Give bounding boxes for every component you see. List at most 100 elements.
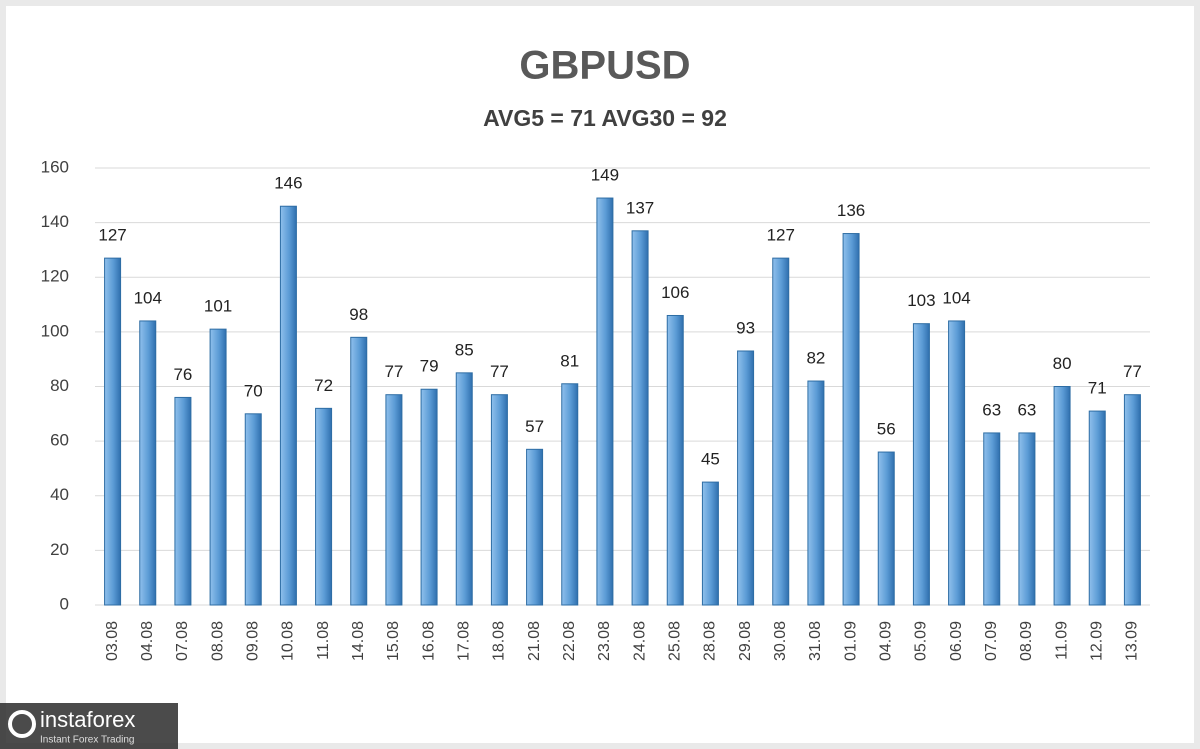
bar (1053, 386, 1071, 606)
value-label: 76 (173, 365, 192, 384)
value-label: 63 (982, 400, 1001, 419)
x-tick-label: 05.09 (913, 621, 930, 661)
bar (842, 233, 860, 606)
bar (209, 328, 227, 606)
y-tick-label: 80 (50, 376, 69, 395)
bar (737, 350, 755, 606)
value-label: 136 (837, 201, 865, 220)
value-label: 72 (314, 376, 333, 395)
value-label: 98 (349, 305, 368, 324)
bar (139, 320, 157, 606)
x-tick-label: 06.09 (948, 621, 965, 661)
x-tick-label: 07.09 (983, 621, 1000, 661)
chart-title: GBPUSD (519, 44, 690, 88)
bar (244, 413, 262, 606)
x-tick-label: 11.09 (1053, 621, 1070, 660)
watermark-name: instaforex (40, 707, 135, 732)
value-label: 149 (591, 166, 619, 185)
value-label: 103 (907, 291, 935, 310)
bar (807, 380, 825, 606)
watermark: instaforex Instant Forex Trading (0, 703, 178, 749)
x-tick-label: 15.08 (385, 621, 402, 661)
value-label: 70 (244, 381, 263, 400)
value-label: 101 (204, 297, 232, 316)
y-tick-label: 40 (50, 485, 69, 504)
value-label: 56 (877, 420, 896, 439)
value-label: 137 (626, 198, 654, 217)
x-tick-label: 07.08 (174, 621, 191, 661)
bar (490, 394, 508, 606)
x-tick-label: 14.08 (350, 621, 367, 661)
x-tick-label: 08.08 (209, 621, 226, 661)
x-tick-label: 04.09 (877, 621, 894, 661)
bar (455, 372, 473, 606)
value-label: 80 (1053, 354, 1072, 373)
value-label: 127 (98, 226, 126, 245)
y-tick-label: 0 (60, 594, 69, 613)
x-tick-label: 30.08 (772, 621, 789, 661)
y-tick-label: 60 (50, 431, 69, 450)
value-label: 45 (701, 450, 720, 469)
bar (526, 448, 544, 606)
bar (631, 230, 649, 606)
x-tick-label: 10.08 (280, 621, 297, 661)
x-tick-label: 13.09 (1124, 621, 1141, 661)
watermark-tagline: Instant Forex Trading (40, 735, 135, 746)
x-tick-label: 18.08 (491, 621, 508, 661)
bar (1018, 432, 1036, 606)
bar (983, 432, 1001, 606)
value-label: 57 (525, 417, 544, 436)
bar (104, 257, 122, 606)
value-label: 93 (736, 318, 755, 337)
value-label: 71 (1088, 379, 1107, 398)
x-tick-label: 24.08 (631, 621, 648, 661)
x-tick-label: 17.08 (455, 621, 472, 661)
bar (877, 451, 895, 606)
value-label: 104 (942, 288, 970, 307)
bar (279, 205, 297, 606)
value-label: 77 (1123, 362, 1142, 381)
x-tick-label: 12.09 (1088, 621, 1105, 661)
x-tick-label: 09.08 (244, 621, 261, 661)
y-tick-label: 20 (50, 540, 69, 559)
bar (315, 407, 333, 606)
bar (912, 323, 930, 606)
y-tick-label: 160 (41, 157, 69, 176)
y-tick-label: 120 (41, 267, 69, 286)
value-label: 79 (420, 357, 439, 376)
value-label: 104 (134, 288, 162, 307)
bar (1123, 394, 1141, 606)
value-label: 63 (1017, 400, 1036, 419)
value-label: 77 (384, 362, 403, 381)
x-tick-label: 01.09 (842, 621, 859, 661)
bar (772, 257, 790, 606)
x-tick-label: 03.08 (104, 621, 121, 661)
value-label: 82 (806, 349, 825, 368)
x-tick-label: 22.08 (561, 621, 578, 661)
y-tick-label: 140 (41, 212, 69, 231)
bar (385, 394, 403, 606)
bar (420, 388, 438, 606)
x-tick-label: 31.08 (807, 621, 824, 661)
x-tick-label: 23.08 (596, 621, 613, 661)
x-tick-label: 21.08 (526, 621, 543, 661)
bar (701, 481, 719, 606)
value-label: 106 (661, 283, 689, 302)
bar (561, 383, 579, 606)
bar (666, 314, 684, 606)
value-label: 127 (767, 226, 795, 245)
value-label: 77 (490, 362, 509, 381)
x-tick-label: 08.09 (1018, 621, 1035, 661)
bar (596, 197, 614, 606)
x-tick-label: 28.08 (702, 621, 719, 661)
value-label: 81 (560, 351, 579, 370)
y-tick-label: 100 (41, 321, 69, 340)
bar (948, 320, 966, 606)
bar (174, 396, 192, 606)
watermark-box (0, 703, 178, 749)
x-tick-label: 16.08 (420, 621, 437, 661)
value-label: 85 (455, 340, 474, 359)
watermark-icon (8, 710, 36, 738)
chart-subtitle: AVG5 = 71 AVG30 = 92 (483, 105, 727, 131)
